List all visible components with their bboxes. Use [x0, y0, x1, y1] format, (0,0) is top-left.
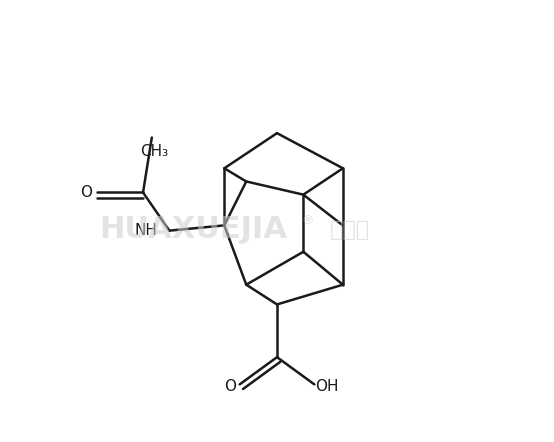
Text: CH₃: CH₃ — [140, 144, 168, 159]
Text: O: O — [224, 379, 236, 394]
Text: HUAXUEJIA: HUAXUEJIA — [99, 215, 287, 244]
Text: O: O — [80, 185, 92, 200]
Text: NH: NH — [134, 223, 157, 238]
Text: ®: ® — [301, 214, 314, 228]
Text: OH: OH — [315, 379, 338, 394]
Text: 化学加: 化学加 — [330, 220, 370, 240]
